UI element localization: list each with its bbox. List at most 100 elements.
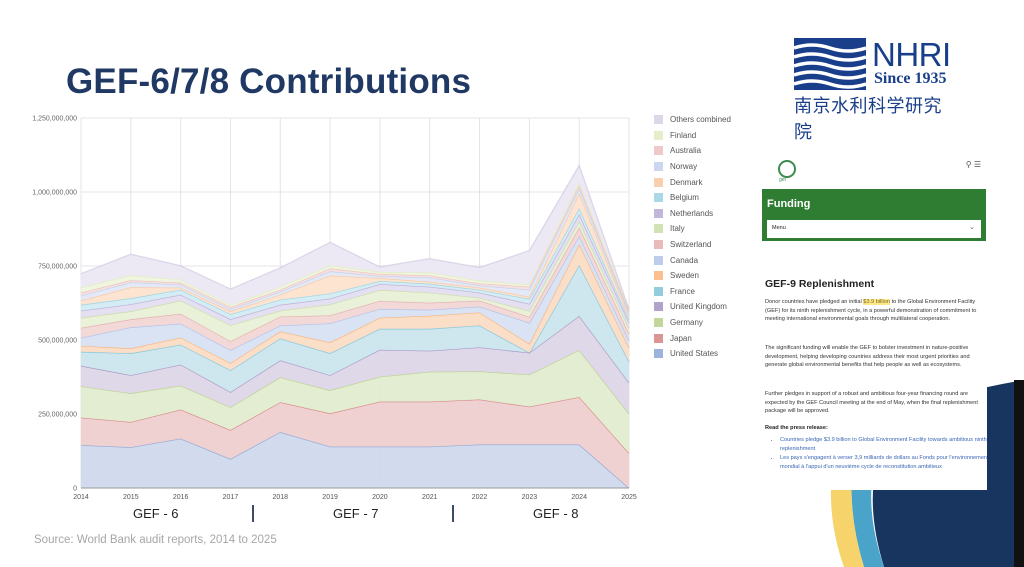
press-release-links: Countries pledge $3.9 billion to Global … [770, 436, 987, 472]
highlighted-amount: $3.9 billion [863, 299, 891, 305]
legend-label: United Kingdom [670, 302, 727, 312]
nhri-logo: NHRI Since 1935 南京水利科学研究院 [794, 36, 954, 143]
press-release-label: Read the press release: [765, 425, 828, 431]
menu-select-label: Menu [772, 225, 786, 231]
legend-swatch [654, 177, 663, 187]
x-tick-label: 2024 [571, 494, 587, 501]
article-heading: GEF-9 Replenishment [765, 278, 875, 290]
article-paragraph-1: Donor countries have pledged an initial … [765, 298, 983, 324]
y-tick-label: 750,000,000 [38, 264, 77, 271]
x-tick-label: 2017 [223, 494, 239, 501]
legend-item-france: France [654, 284, 731, 300]
site-header: gef ⚲ ☰ [762, 148, 987, 188]
area-united-kingdom [81, 316, 629, 414]
menu-select[interactable]: Menu ⌄ [767, 220, 981, 238]
legend-label: Denmark [670, 177, 703, 187]
legend-label: Belgium [670, 193, 699, 203]
gef-logo-label: gef [779, 177, 786, 183]
area-canada [81, 236, 629, 364]
area-japan [81, 397, 629, 488]
legend-label: Switzerland [670, 240, 712, 250]
legend-label: Others combined [670, 115, 731, 125]
legend-label: Norway [670, 162, 698, 172]
y-tick-label: 1,000,000,000 [32, 190, 77, 197]
x-tick-label: 2022 [472, 494, 488, 501]
legend-swatch [654, 208, 663, 218]
legend-item-sweden: Sweden [654, 268, 731, 284]
area-netherlands [81, 214, 629, 329]
article-paragraph-3: Further pledges in support of a robust a… [765, 391, 978, 415]
x-tick-label: 2023 [522, 494, 538, 501]
hamburger-menu-icon[interactable]: ☰ [973, 160, 981, 169]
legend-swatch [654, 146, 663, 156]
phase-separator [252, 505, 254, 522]
legend-item-australia: Australia [654, 143, 731, 159]
line-others-combined [80, 163, 630, 310]
legend-swatch [654, 271, 663, 281]
area-united-states [81, 432, 629, 488]
x-tick-label: 2021 [422, 494, 438, 501]
area-sweden [81, 244, 629, 371]
y-tick-label: 1,250,000,000 [32, 116, 77, 123]
legend-label: United States [670, 349, 719, 359]
legend-item-switzerland: Switzerland [654, 237, 731, 253]
legend-label: Canada [670, 255, 699, 265]
header-icons: ⚲ ☰ [966, 160, 981, 169]
x-tick-label: 2016 [173, 494, 189, 501]
gef-logo-icon[interactable] [778, 160, 796, 178]
x-tick-label: 2025 [621, 494, 637, 501]
legend-swatch [654, 286, 663, 296]
gef-webpage-screenshot: gef ⚲ ☰ Funding Menu ⌄ GEF-9 Replenishme… [762, 148, 987, 490]
legend-label: France [670, 286, 695, 296]
x-tick-label: 2015 [123, 494, 139, 501]
press-release-link[interactable]: Les pays s'engagent à verser 3,9 milliar… [780, 454, 987, 471]
phase-label-gef8: GEF - 8 [533, 506, 579, 521]
slide-title: GEF-6/7/8 Contributions [66, 62, 472, 101]
y-axis: 0 250,000,000 500,000,000 750,000,000 1,000,… [32, 116, 77, 493]
legend-item-united-states: United States [654, 346, 731, 362]
y-tick-label: 500,000,000 [38, 338, 77, 345]
legend-label: Sweden [670, 271, 699, 281]
legend-item-united-kingdom: United Kingdom [654, 299, 731, 315]
source-note: Source: World Bank audit reports, 2014 t… [34, 534, 277, 546]
logo-name: NHRI [872, 36, 951, 73]
x-tick-label: 2019 [322, 494, 338, 501]
legend-item-germany: Germany [654, 315, 731, 331]
legend-item-denmark: Denmark [654, 174, 731, 190]
legend-item-canada: Canada [654, 252, 731, 268]
legend-swatch [654, 162, 663, 172]
legend-swatch [654, 302, 663, 312]
legend-label: Germany [670, 318, 703, 328]
chart-areas [80, 163, 630, 489]
legend-swatch [654, 333, 663, 343]
area-norway [81, 188, 629, 317]
x-tick-label: 2020 [372, 494, 388, 501]
phase-separator [452, 505, 454, 522]
area-others-combined [81, 165, 629, 310]
article-paragraph-2: The significant funding will enable the … [765, 345, 970, 369]
legend-swatch [654, 349, 663, 359]
area-germany [81, 350, 629, 454]
legend-item-others-combined: Others combined [654, 112, 731, 128]
funding-banner: Funding Menu ⌄ [762, 189, 986, 241]
area-finland [81, 182, 629, 312]
legend-item-finland: Finland [654, 128, 731, 144]
area-italy [81, 221, 629, 342]
legend-swatch [654, 318, 663, 328]
area-denmark [81, 193, 629, 320]
search-icon[interactable]: ⚲ [965, 160, 972, 169]
legend-swatch [654, 240, 663, 250]
para1-text: Donor countries have pledged an initial [765, 299, 864, 305]
x-axis: 2014 2015 2016 2017 2018 2019 2020 2021 2022 2023… [73, 487, 637, 501]
press-release-link[interactable]: Countries pledge $3.9 billion to Global … [780, 436, 987, 453]
x-tick-label: 2014 [73, 494, 89, 501]
legend-item-japan: Japan [654, 330, 731, 346]
chart-legend: Others combined Finland Australia Norway Den… [654, 112, 731, 362]
funding-title: Funding [767, 198, 811, 210]
y-tick-label: 0 [73, 486, 77, 493]
legend-label: Japan [670, 333, 692, 343]
area-france [81, 265, 629, 393]
legend-item-italy: Italy [654, 221, 731, 237]
legend-swatch [654, 130, 663, 140]
logo-chinese-name: 南京水利科学研究院 [794, 96, 942, 143]
